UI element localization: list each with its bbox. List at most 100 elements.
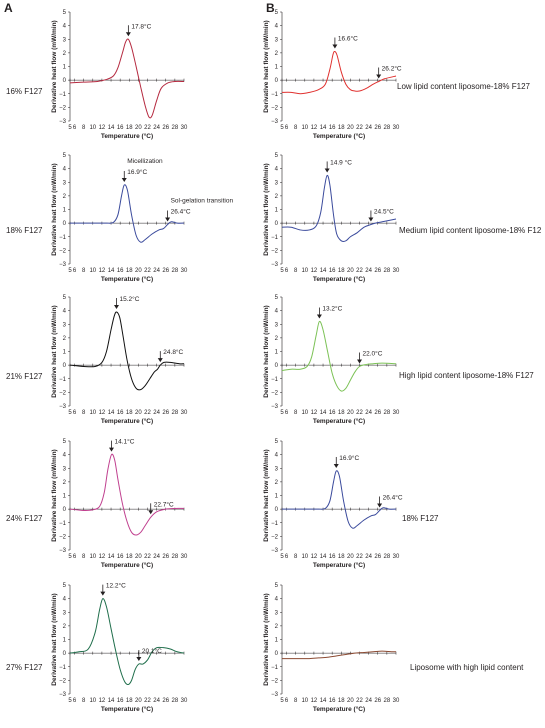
y-tick-label: 3	[63, 322, 67, 328]
x-tick-label: 14	[108, 410, 115, 416]
x-axis-label: Temperature (°C)	[313, 417, 365, 425]
x-tick-label: 12	[99, 410, 106, 416]
x-tick-label: 20	[347, 410, 354, 416]
series-line	[281, 50, 397, 95]
annotation-label: 26.4°C	[171, 207, 191, 215]
x-tick-label: 5	[68, 410, 72, 416]
annotation-arrowhead	[377, 503, 383, 508]
x-tick-label: 26	[374, 698, 381, 704]
x-tick-label: 14	[108, 698, 115, 704]
y-tick-label: 2	[275, 480, 279, 486]
x-tick-label: 20	[347, 125, 354, 131]
y-tick-label: 1	[63, 638, 67, 644]
annotation-label: Micellization	[127, 158, 163, 165]
x-tick-label: 5	[280, 410, 284, 416]
x-axis-label: Temperature (°C)	[101, 417, 153, 425]
x-tick-label: 14	[320, 125, 327, 131]
x-tick-label: 28	[384, 410, 391, 416]
x-tick-label: 28	[384, 125, 391, 131]
x-tick-label: 24	[365, 698, 372, 704]
annotation-arrowhead	[100, 591, 106, 596]
y-tick-label: −2	[271, 678, 279, 684]
annotation-arrowhead	[121, 177, 127, 182]
y-tick-label: 4	[275, 167, 279, 173]
x-tick-label: 22	[144, 554, 151, 560]
annotation-label: 24.5°C	[374, 207, 394, 215]
x-tick-label: 14	[320, 268, 327, 274]
y-axis-label: Derivative heat flow (mW/min)	[51, 449, 58, 541]
x-tick-label: 6	[285, 125, 289, 131]
y-tick-label: 3	[63, 610, 67, 616]
y-tick-label: 1	[275, 65, 279, 71]
y-tick-label: −2	[59, 678, 67, 684]
y-tick-label: 2	[63, 194, 67, 200]
y-tick-label: 5	[63, 295, 67, 301]
x-tick-label: 12	[311, 698, 318, 704]
y-tick-label: 3	[275, 610, 279, 616]
x-tick-label: 16	[117, 410, 124, 416]
side-label-b-4: Liposome with high lipid content	[410, 663, 524, 672]
y-tick-label: 0	[275, 221, 279, 227]
y-tick-label: −3	[59, 119, 67, 125]
x-tick-label: 24	[365, 410, 372, 416]
x-tick-label: 16	[117, 554, 124, 560]
y-tick-label: 5	[63, 153, 67, 159]
side-label-a-0: 16% F127	[6, 87, 43, 96]
side-label-b-1: Medium lipid content liposome-18% F12	[399, 226, 542, 235]
annotation-label: 12.2°C	[106, 582, 126, 590]
x-tick-label: 30	[393, 268, 400, 274]
annotation-arrowhead	[157, 358, 163, 363]
x-tick-label: 5	[68, 125, 72, 131]
x-tick-label: 30	[393, 410, 400, 416]
x-tick-label: 26	[162, 554, 169, 560]
y-tick-label: −2	[271, 105, 279, 111]
side-label-a-1: 18% F127	[6, 226, 43, 235]
annotation-arrowhead	[148, 510, 154, 515]
y-tick-label: −2	[271, 248, 279, 254]
y-tick-label: 5	[63, 439, 67, 445]
y-tick-label: 0	[63, 651, 67, 657]
x-tick-label: 22	[144, 268, 151, 274]
x-tick-label: 14	[108, 268, 115, 274]
y-tick-label: 3	[275, 180, 279, 186]
annotation-label: 15.2°C	[120, 295, 140, 303]
x-tick-label: 16	[329, 410, 336, 416]
y-tick-label: −1	[271, 92, 279, 98]
x-tick-label: 20	[347, 268, 354, 274]
side-label-b-0: Low lipid content liposome-18% F127	[397, 82, 530, 91]
series-line	[281, 320, 397, 392]
y-tick-label: −1	[59, 521, 67, 527]
x-tick-label: 28	[172, 698, 179, 704]
x-tick-label: 18	[338, 410, 345, 416]
annotation-arrowhead	[114, 304, 120, 309]
y-tick-label: 3	[63, 37, 67, 43]
x-tick-label: 16	[329, 125, 336, 131]
x-tick-label: 16	[117, 125, 124, 131]
y-axis-label: Derivative heat flow (mW/min)	[263, 163, 270, 255]
y-tick-label: 2	[63, 336, 67, 342]
x-tick-label: 12	[99, 268, 106, 274]
y-tick-label: 1	[275, 494, 279, 500]
y-tick-label: 4	[275, 597, 279, 603]
x-axis-label: Temperature (°C)	[101, 705, 153, 713]
x-tick-label: 26	[162, 698, 169, 704]
x-tick-label: 22	[356, 698, 363, 704]
x-tick-label: 10	[301, 554, 308, 560]
y-tick-label: −1	[271, 235, 279, 241]
y-tick-label: 4	[275, 453, 279, 459]
x-axis-label: Temperature (°C)	[313, 275, 365, 283]
x-tick-label: 20	[347, 554, 354, 560]
y-tick-label: −2	[271, 534, 279, 540]
side-label-a-4: 27% F127	[6, 663, 43, 672]
x-tick-label: 8	[82, 125, 86, 131]
series-line	[69, 311, 185, 391]
x-tick-label: 24	[365, 125, 372, 131]
x-tick-label: 12	[311, 125, 318, 131]
x-tick-label: 30	[181, 268, 188, 274]
